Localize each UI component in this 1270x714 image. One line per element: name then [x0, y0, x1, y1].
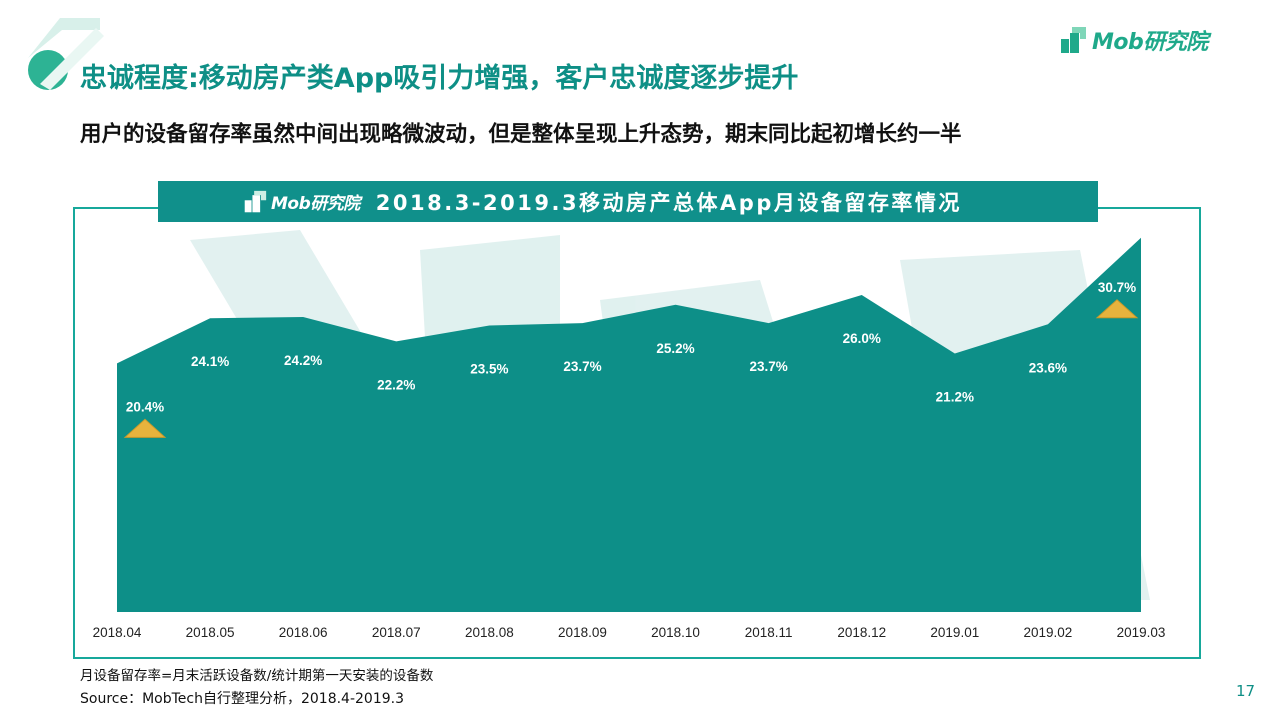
data-label: 20.4% — [126, 399, 164, 414]
x-tick-label: 2019.01 — [930, 625, 979, 640]
data-label: 26.0% — [843, 331, 881, 346]
building-logo-icon — [1061, 27, 1086, 53]
building-logo-icon — [244, 190, 267, 212]
page-number: 17 — [1236, 682, 1256, 700]
chart-title: 2018.3-2019.3移动房产总体App月设备留存率情况 — [375, 190, 962, 215]
banner-logo-text: Mob研究院 — [271, 194, 360, 214]
highlight-marker — [123, 418, 167, 438]
mob-logo: Mob研究院 — [1058, 24, 1208, 56]
corner-decoration — [28, 18, 104, 90]
x-tick-label: 2018.07 — [372, 625, 421, 640]
logo-text: Mob研究院 — [1092, 30, 1208, 55]
page-subtitle: 用户的设备留存率虽然中间出现略微波动，但是整体呈现上升态势，期末同比起初增长约一… — [80, 122, 962, 147]
highlight-marker — [1095, 299, 1139, 319]
data-label: 23.6% — [1029, 360, 1067, 375]
data-label: 21.2% — [936, 390, 974, 405]
x-tick-label: 2018.10 — [651, 625, 700, 640]
data-label: 22.2% — [377, 377, 415, 392]
data-label: 23.7% — [563, 359, 601, 374]
x-tick-label: 2018.11 — [745, 625, 793, 640]
x-tick-label: 2019.02 — [1024, 625, 1073, 640]
area-series — [117, 237, 1141, 612]
x-tick-label: 2018.12 — [837, 625, 886, 640]
x-tick-label: 2018.09 — [558, 625, 607, 640]
page-title: 忠诚程度:移动房产类App吸引力增强，客户忠诚度逐步提升 — [80, 63, 799, 94]
banner-logo: Mob研究院 — [242, 189, 360, 214]
footnote: 月设备留存率=月末活跃设备数/统计期第一天安装的设备数 — [80, 668, 434, 684]
x-tick-label: 2018.04 — [93, 625, 142, 640]
chart-banner: Mob研究院 2018.3-2019.3移动房产总体App月设备留存率情况 — [158, 181, 1098, 222]
data-label: 24.2% — [284, 353, 322, 368]
data-label: 23.7% — [749, 359, 787, 374]
x-tick-label: 2018.05 — [186, 625, 235, 640]
data-label: 23.5% — [470, 362, 508, 377]
data-label: 30.7% — [1098, 280, 1136, 295]
x-tick-label: 2018.06 — [279, 625, 328, 640]
x-tick-label: 2019.03 — [1117, 625, 1166, 640]
x-tick-label: 2018.08 — [465, 625, 514, 640]
data-label: 25.2% — [656, 341, 694, 356]
data-label: 24.1% — [191, 354, 229, 369]
source-note: Source：MobTech自行整理分析，2018.4-2019.3 — [80, 691, 404, 707]
